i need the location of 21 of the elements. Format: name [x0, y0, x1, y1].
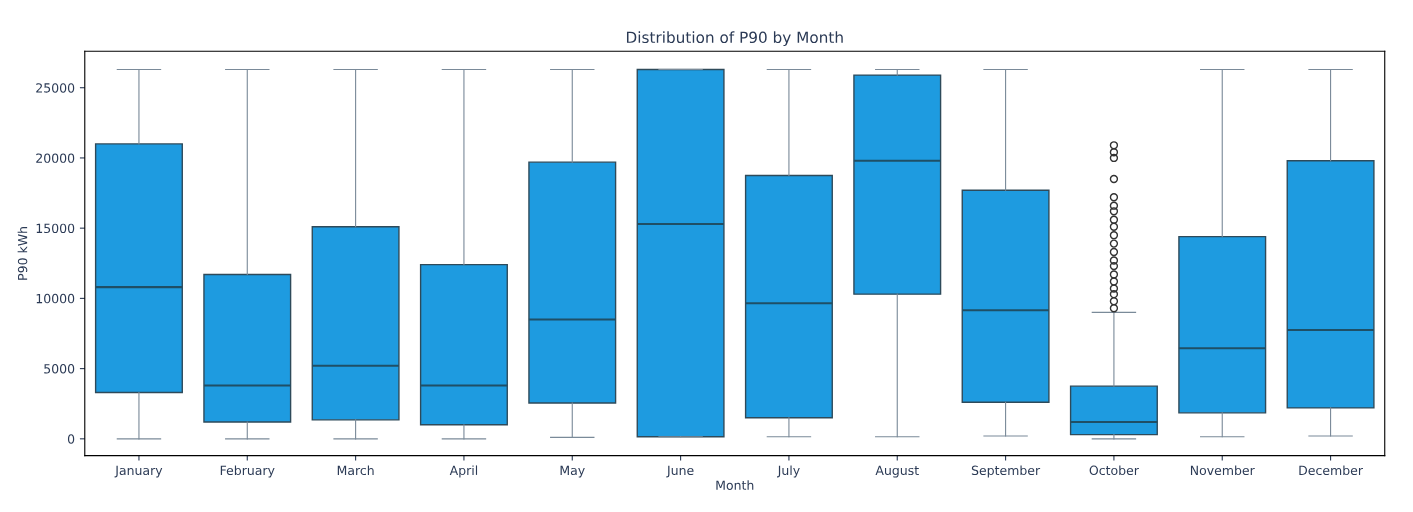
x-axis-title: Month	[716, 480, 754, 490]
y-tick-label: 15000	[36, 223, 75, 234]
x-tick-label: August	[875, 465, 919, 478]
x-tick-label: March	[337, 465, 374, 476]
y-tick-label: 5000	[44, 364, 75, 374]
chart-title: Distribution of P90 by Month	[626, 31, 843, 47]
x-tick-label: December	[1299, 465, 1363, 476]
x-tick-label: May	[560, 465, 585, 478]
x-tick-label: February	[220, 465, 275, 478]
x-tick-label: January	[114, 465, 163, 478]
x-tick-label: July	[777, 465, 800, 478]
x-tick-label: June	[666, 465, 694, 478]
x-tick-label: April	[449, 465, 478, 478]
x-tick-label: November	[1190, 465, 1255, 476]
y-tick-label: 20000	[36, 153, 75, 163]
x-tick-label: October	[1089, 465, 1139, 476]
y-tick-label: 0	[67, 434, 75, 444]
y-tick-label: 10000	[36, 293, 75, 304]
y-axis-title: P90 kWh	[17, 227, 28, 280]
x-tick-label: September	[971, 465, 1041, 478]
y-tick-label: 25000	[36, 83, 75, 93]
